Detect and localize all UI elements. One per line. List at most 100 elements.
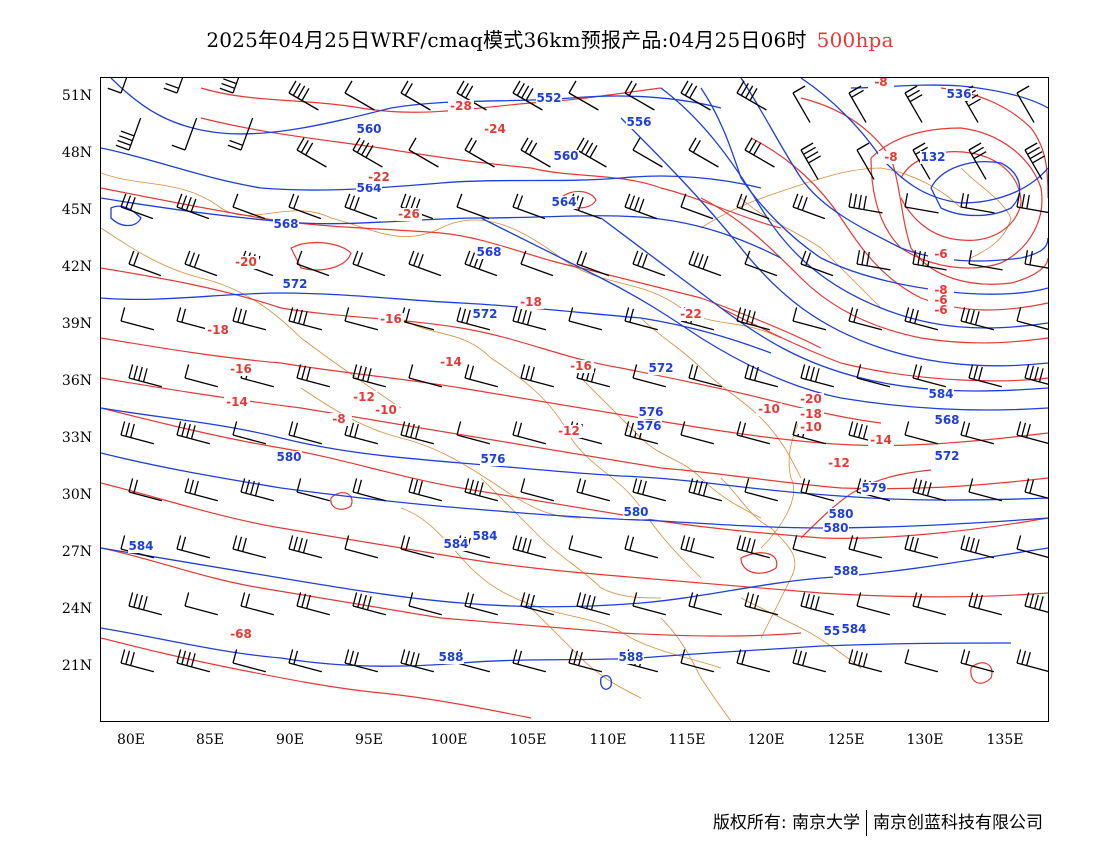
wind-barb [352,137,383,168]
height-contour-label-bg [626,116,652,129]
temperature-contour-label-bg [826,457,852,470]
wind-barb [128,364,163,388]
wind-barb [240,478,275,502]
lon-label: 120E [747,732,785,748]
height-contour-label: 580 [828,507,853,521]
wind-barb [960,649,995,673]
lat-label: 21N [61,658,92,674]
wind-barb [848,85,867,123]
wind-barb [184,364,219,388]
temperature-contour-label: -8 [332,412,345,426]
height-contour-label: 568 [934,413,959,427]
wind-barb [568,649,603,673]
wind-barb [512,80,543,111]
lat-label: 33N [61,430,92,446]
wind-barb [232,535,267,559]
wind-barb [400,535,435,559]
temperature-contour-label: -20 [235,255,257,269]
wind-barb [848,307,883,331]
wind-barb [736,649,771,673]
wind-barb [904,535,939,559]
wind-barb [296,592,331,616]
wind-barb [968,250,1003,271]
height-contour-label-bg [443,538,469,551]
height-contour-label: 580 [276,450,301,464]
wind-barb [576,137,607,168]
temperature-contour-label: -12 [828,456,850,470]
height-contour-label: 556 [626,115,651,129]
temperature-contour-label-bg [228,363,254,376]
height-contour-label: 584 [928,387,953,401]
wind-barb [800,592,835,616]
lat-label: 24N [61,601,92,617]
temperature-contour-label-bg [326,413,352,426]
wind-barb [856,142,875,180]
lon-label: 125E [827,732,865,748]
height-contour-label-bg [946,88,972,101]
temperature-contour-label: -8 [874,78,887,89]
temperature-contour-label: -22 [368,170,390,184]
wind-barb [904,193,939,214]
height-contour-label-bg [828,508,854,521]
wind-barb [632,250,666,277]
temperature-contour-label: -12 [353,390,375,404]
wind-barb [968,478,1003,502]
wind-barb [568,307,603,331]
height-contour-label-bg [438,651,464,664]
wind-barb [736,535,771,559]
wind-barb [1024,142,1045,180]
wind-barb [232,307,267,331]
temperature-contour-label: -6 [934,303,947,317]
wind-barb [464,478,499,502]
height-contour-label: 568 [273,217,298,231]
wind-barb [184,592,219,616]
height-contour-label-bg [618,651,644,664]
temperature-contour-label: -28 [450,99,472,113]
wind-barb [800,250,834,277]
height-contours [100,77,1049,690]
wind-barb [408,478,443,502]
wind-barb [1016,649,1051,673]
wind-barb [1024,592,1059,616]
lon-label: 130E [906,732,944,748]
wind-barb [688,137,719,168]
temperature-contour-label-bg [756,403,782,416]
wind-barb [408,137,439,168]
wind-barb [800,364,835,388]
lon-label: 100E [430,732,468,748]
wind-barb [904,649,939,673]
lon-label: 80E [116,732,146,748]
wind-barb [960,421,995,445]
height-contour-label-bg [472,530,498,543]
wind-barb [576,592,611,616]
wind-barb [296,250,330,277]
wind-barb [120,535,155,559]
temperature-contour-label: -16 [380,312,402,326]
wind-barb [1016,421,1051,445]
height-contour-label: 572 [934,449,959,463]
wind-barb [115,117,142,151]
wind-barb [744,364,779,388]
temperature-contour-label-bg [378,313,404,326]
temperature-contour-label: -20 [800,392,822,406]
wind-barb [744,478,779,502]
wind-barb [576,478,611,502]
height-contour-label: 576 [638,405,663,419]
height-contour-label-bg [648,362,674,375]
wind-barb [120,307,155,331]
temperature-contour-label-bg [928,294,954,307]
temperature-contour-label-bg [928,304,954,317]
wind-barb [1024,478,1059,502]
wind-barb [288,649,323,673]
lon-label: 90E [275,732,305,748]
wind-barb [352,250,386,277]
height-labels: 5365525565605605645645685685725725725765… [128,87,972,664]
height-contour-label: 572 [648,361,673,375]
temperature-contour-label-bg [205,324,231,337]
temperature-contour-label: -10 [800,420,822,434]
height-contour-label-bg [356,123,382,136]
temperature-contour-label-bg [568,360,594,373]
wind-barb [296,478,331,502]
lon-label: 95E [354,732,384,748]
height-contour-label: 560 [356,122,381,136]
